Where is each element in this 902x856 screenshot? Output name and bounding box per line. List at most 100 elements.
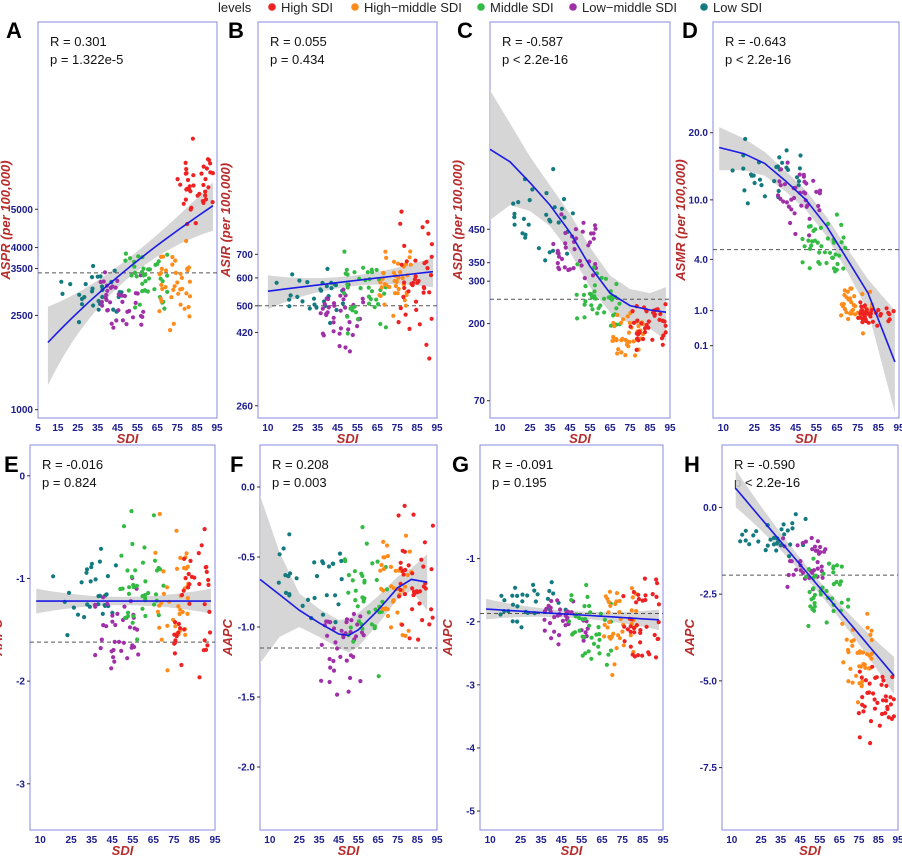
x-tick-label: 85: [873, 423, 885, 434]
data-point: [803, 516, 808, 522]
panel-frame: [479, 444, 664, 831]
data-point: [804, 181, 809, 186]
data-point: [153, 550, 158, 555]
data-point: [575, 316, 580, 321]
data-point: [348, 625, 353, 630]
data-point: [872, 697, 877, 702]
data-point: [344, 267, 349, 272]
data-point: [825, 236, 831, 241]
data-point: [98, 274, 103, 279]
data-point: [561, 197, 567, 202]
data-point: [602, 634, 607, 639]
x-tick-label: 35: [92, 423, 104, 434]
x-tick-label: 75: [853, 835, 865, 846]
data-point: [335, 646, 340, 651]
data-point: [51, 574, 56, 579]
data-point: [429, 242, 434, 247]
data-point: [659, 336, 665, 341]
data-point: [834, 212, 840, 217]
y-axis-title: AAPC: [682, 618, 697, 656]
data-point: [571, 266, 576, 271]
data-point: [116, 308, 121, 313]
data-point: [599, 275, 604, 280]
y-tick-label: -1: [16, 574, 25, 585]
data-point: [376, 302, 381, 307]
data-point: [343, 345, 348, 350]
data-point: [772, 179, 777, 184]
data-point: [525, 593, 530, 598]
data-point: [364, 541, 369, 546]
data-point: [888, 702, 894, 707]
data-point: [844, 637, 849, 642]
data-point: [358, 679, 363, 684]
data-point: [620, 629, 625, 634]
data-point: [197, 191, 202, 196]
data-point: [653, 655, 659, 660]
data-point: [839, 564, 844, 569]
x-tick-label: 45: [564, 423, 576, 434]
data-point: [869, 307, 875, 313]
data-point: [398, 560, 403, 565]
data-point: [382, 282, 387, 287]
x-tick-label: 45: [107, 835, 119, 846]
data-point: [178, 626, 183, 631]
data-point: [556, 220, 561, 225]
data-point: [104, 592, 109, 597]
data-point: [634, 623, 640, 628]
data-point: [76, 320, 82, 325]
data-point: [425, 266, 430, 271]
data-point: [812, 601, 817, 606]
data-point: [403, 312, 408, 317]
x-tick-label: 75: [392, 835, 404, 846]
data-point: [629, 608, 634, 613]
data-point: [630, 595, 635, 600]
data-point: [850, 680, 855, 685]
y-tick-label: -5.0: [700, 676, 718, 687]
data-point: [658, 311, 663, 317]
data-point: [203, 193, 208, 198]
data-point: [782, 182, 788, 187]
x-tick-label: 65: [834, 835, 846, 846]
data-point: [886, 715, 891, 720]
data-point: [116, 292, 121, 297]
data-point: [184, 551, 189, 556]
stat-label: p = 0.195: [492, 475, 547, 490]
data-point: [831, 608, 836, 614]
data-point: [110, 613, 115, 618]
data-point: [330, 561, 335, 566]
data-point: [656, 620, 661, 625]
data-point: [614, 281, 619, 287]
data-point: [287, 297, 292, 302]
data-point: [819, 244, 824, 249]
data-point: [112, 659, 117, 664]
data-point: [818, 225, 824, 230]
panel-frame: [489, 21, 671, 419]
data-point: [146, 590, 151, 596]
data-point: [184, 291, 189, 296]
data-point: [175, 280, 180, 285]
data-point: [866, 311, 871, 316]
data-point: [186, 304, 191, 310]
data-point: [880, 674, 885, 680]
data-point: [130, 315, 136, 320]
data-point: [794, 567, 799, 572]
data-point: [835, 261, 840, 267]
data-point: [591, 641, 597, 647]
data-point: [871, 691, 876, 696]
data-point: [738, 539, 743, 544]
data-point: [543, 258, 548, 263]
data-point: [400, 548, 405, 553]
data-point: [152, 558, 158, 563]
data-point: [165, 623, 170, 628]
data-point: [781, 522, 786, 527]
data-point: [199, 543, 204, 548]
data-point: [185, 611, 190, 617]
data-point: [593, 296, 598, 301]
data-point: [588, 610, 593, 615]
data-point: [372, 305, 377, 310]
data-point: [102, 270, 108, 275]
data-point: [178, 271, 183, 276]
data-point: [807, 589, 812, 595]
data-point: [562, 265, 567, 270]
data-point: [104, 297, 109, 303]
